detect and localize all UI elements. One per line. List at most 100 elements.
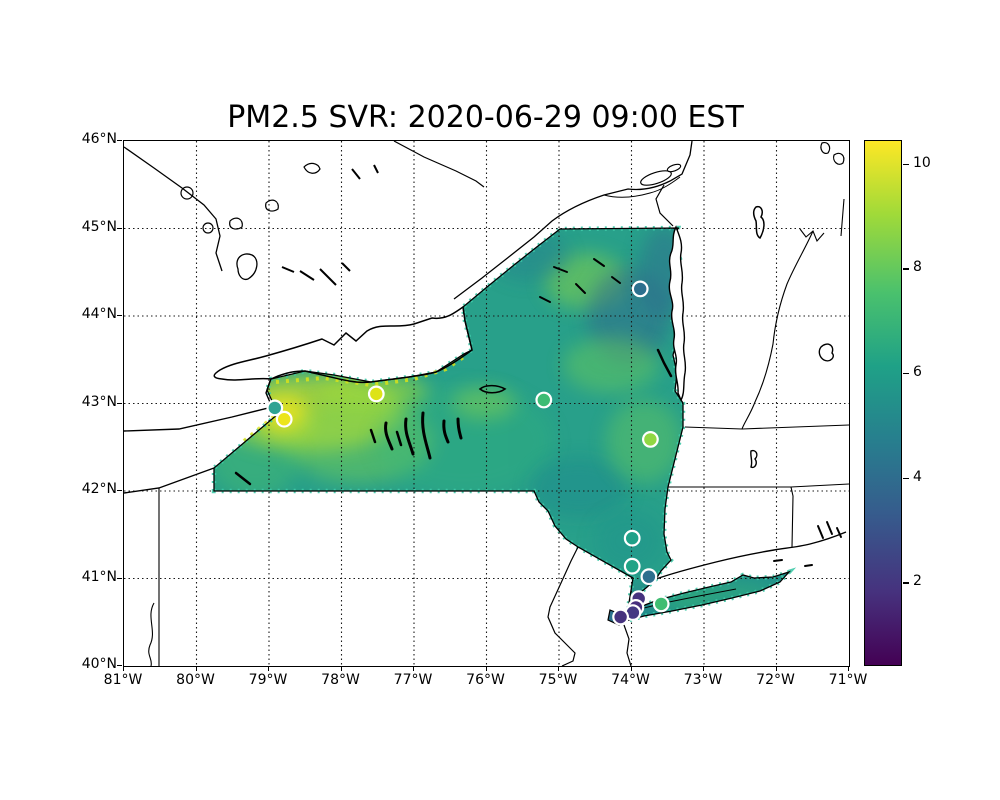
y-axis-tick-mark [117,227,122,229]
colorbar-tick-mark [903,582,909,584]
ma-ct-border [668,483,849,488]
colorbar-tick-label: 8 [913,259,922,276]
y-axis-tick-mark [117,402,122,404]
y-axis-tick-label: 44°N [81,306,117,322]
kawartha-lakes [281,262,351,286]
lake-erie-south-shore [124,467,215,494]
station-marker [275,410,293,428]
x-axis-tick-mark [413,666,415,671]
richelieu-river [655,184,674,227]
x-axis-tick-label: 81°W [103,672,143,688]
y-axis-tick-label: 42°N [81,481,117,497]
finger-lakes [369,411,463,460]
sound-islands [773,559,813,567]
y-axis-tick-label: 41°N [81,568,117,585]
x-axis-tick-label: 78°W [321,672,360,688]
ontario-lake-loop [180,186,194,200]
station-marker [623,529,641,547]
ct-coastline [655,531,847,580]
canadian-lake [351,164,379,180]
x-axis-tick-mark [340,666,342,671]
pa-river [148,602,155,666]
colorbar-tick-label: 2 [913,573,922,590]
x-axis-tick-label: 72°W [756,672,795,688]
chautauqua-lake [234,471,252,486]
montreal-island [640,170,672,186]
lake-winnipesaukee [818,343,834,362]
canadian-lake [303,162,321,174]
pm25-surface-patches [214,228,779,613]
station-marker [535,391,553,409]
long-island-shore-detail [631,588,737,612]
y-axis-tick-label: 46°N [81,131,117,147]
vt-ma-border [684,424,849,430]
station-marker [623,557,641,575]
x-axis-tick-mark [703,666,705,671]
station-markers [266,280,670,626]
x-axis-tick-label: 75°W [538,672,578,688]
station-marker [612,608,630,626]
map-plot-area [123,140,850,667]
y-axis-tick-label: 40°N [81,656,117,672]
x-axis-tick-label: 74°W [611,672,650,688]
colorbar-tick-mark [903,372,909,375]
x-axis-tick-label: 71°W [828,672,868,688]
lake-erie-north-shore [124,380,273,432]
colorbar-tick-mark [903,477,909,479]
x-axis-tick-mark [558,666,560,671]
x-axis-tick-label: 79°W [248,672,288,688]
pm25-surface-fill [214,228,789,625]
station-marker [652,595,670,613]
x-axis-tick-label: 73°W [683,672,723,688]
lake-ontario-outline [213,305,473,384]
station-marker [642,431,659,448]
graticule-dotted-grid [124,141,849,666]
canadian-lake [265,199,279,212]
x-axis-tick-mark [848,666,850,671]
y-axis-tick-mark [117,665,122,667]
vt-nh-border-connecticut-river [741,230,814,430]
quebec-lake [820,142,831,154]
colorbar [864,140,902,666]
y-axis-tick-mark [117,315,122,317]
st-lawrence-second-bank [603,176,681,198]
colorbar-tick-mark [903,163,909,165]
colorbar-tick-mark [903,268,909,270]
adirondack-lakes [539,258,621,303]
y-axis-tick-mark [117,490,122,492]
x-axis-tick-label: 76°W [466,672,505,688]
station-marker [367,385,385,403]
x-axis-tick-mark [268,666,270,671]
canada-nh-border-notch [799,228,825,243]
colorbar-tick-label: 6 [913,363,922,380]
ottawa-river-upper [393,141,485,188]
y-axis-tick-label: 43°N [81,393,117,410]
map-outlines [124,141,849,666]
station-marker [631,280,649,298]
map-svg [124,141,849,666]
lake-george [656,348,673,378]
lake-memphremagog [753,205,765,240]
x-axis-tick-mark [775,666,777,671]
y-axis-tick-mark [117,577,122,579]
station-marker [266,399,284,417]
x-axis-tick-mark [485,666,487,671]
lake-simcoe [236,253,258,281]
chart-title: PM2.5 SVR: 2020-06-29 09:00 EST [227,100,744,135]
nj-coastline [623,624,632,666]
lake-champlain [668,225,687,402]
colorbar-tick-label: 4 [913,468,922,485]
nh-me-border [840,198,845,237]
narragansett-bay [817,521,842,539]
x-axis-tick-mark [195,666,197,671]
y-axis-tick-label: 45°N [81,218,117,235]
ontario-lake-loop2 [202,222,214,234]
x-axis-tick-label: 77°W [393,672,433,688]
quabbin-reservoir [750,449,758,469]
delaware-river-nj-pa [547,546,579,666]
montreal-island-small [666,163,682,173]
x-axis-tick-mark [630,666,632,671]
colorbar-tick-label: 10 [913,154,931,171]
x-axis-tick-label: 80°W [176,672,215,688]
